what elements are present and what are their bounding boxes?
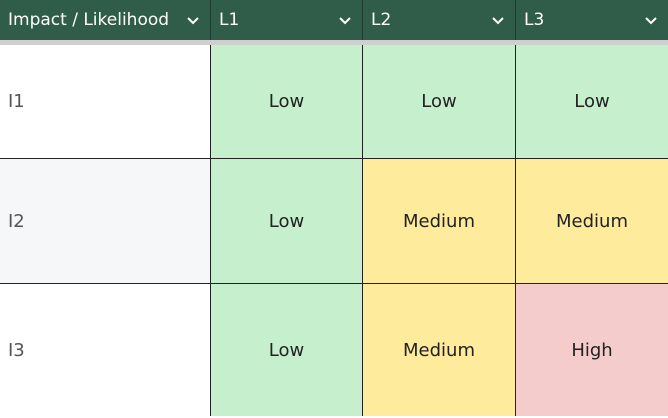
column-header-l1[interactable]: L1 <box>211 0 363 40</box>
header-separator <box>0 40 668 45</box>
header-row: Impact / Likelihood L1 L2 L3 <box>0 0 668 40</box>
chevron-down-icon[interactable] <box>338 13 352 27</box>
row-label: I3 <box>0 284 211 416</box>
risk-cell[interactable]: Low <box>516 45 668 158</box>
risk-cell[interactable]: Low <box>363 45 516 158</box>
risk-cell[interactable]: Medium <box>516 159 668 283</box>
chevron-down-icon[interactable] <box>491 13 505 27</box>
table-row: I2 Low Medium Medium <box>0 159 668 284</box>
matrix-body: I1 Low Low Low I2 Low Medium Medium I3 L… <box>0 45 668 416</box>
column-header-label: L2 <box>371 10 392 30</box>
risk-cell[interactable]: Low <box>211 284 363 416</box>
chevron-down-icon[interactable] <box>644 13 658 27</box>
table-row: I3 Low Medium High <box>0 284 668 416</box>
risk-cell[interactable]: Low <box>211 159 363 283</box>
column-header-l2[interactable]: L2 <box>363 0 516 40</box>
column-header-label: Impact / Likelihood <box>8 10 170 30</box>
column-header-l3[interactable]: L3 <box>516 0 668 40</box>
risk-cell[interactable]: Medium <box>363 159 516 283</box>
table-row: I1 Low Low Low <box>0 45 668 159</box>
risk-cell[interactable]: Low <box>211 45 363 158</box>
chevron-down-icon[interactable] <box>186 13 200 27</box>
row-label: I1 <box>0 45 211 158</box>
risk-cell[interactable]: High <box>516 284 668 416</box>
risk-cell[interactable]: Medium <box>363 284 516 416</box>
column-header-impact-likelihood[interactable]: Impact / Likelihood <box>0 0 211 40</box>
column-header-label: L3 <box>524 10 545 30</box>
row-label: I2 <box>0 159 211 283</box>
column-header-label: L1 <box>219 10 240 30</box>
